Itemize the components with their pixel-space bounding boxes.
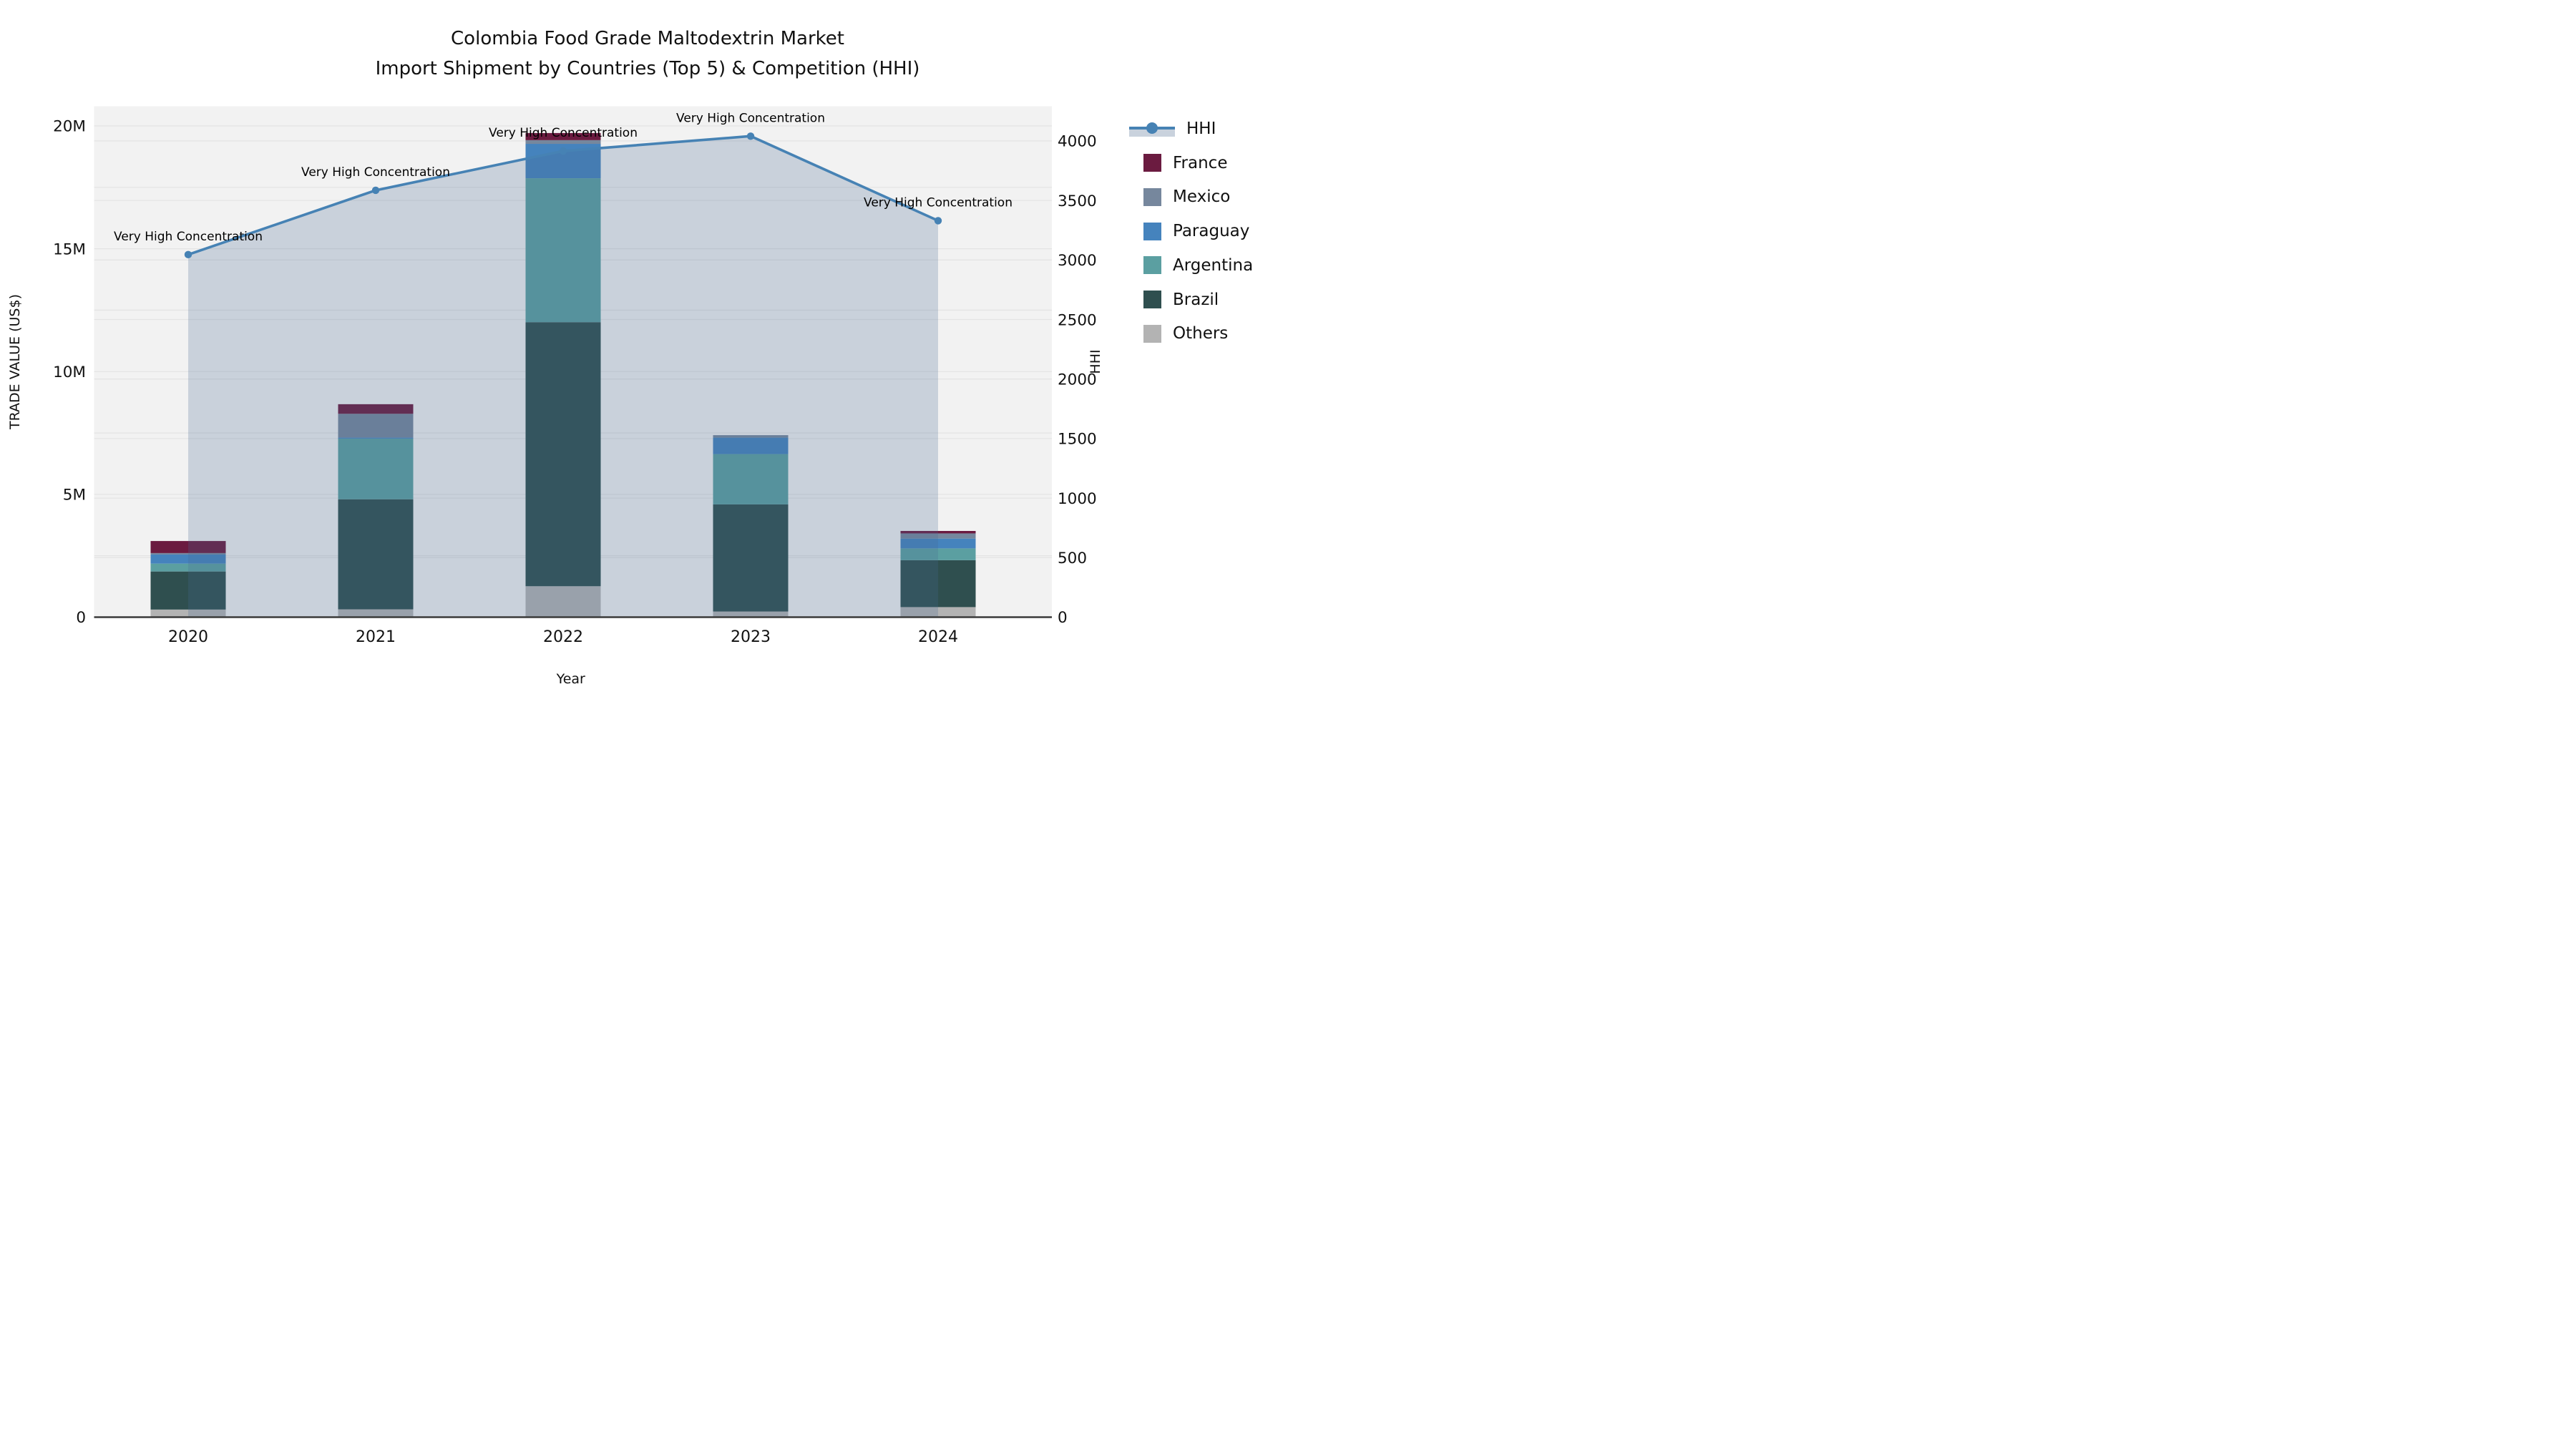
bar-segment-brazil-2020	[150, 571, 226, 610]
bar-segment-argentina-2021	[338, 438, 414, 499]
y-left-tick-label: 0	[76, 609, 86, 627]
bar-segment-paraguay-2021	[338, 437, 414, 439]
legend-item-france: France	[1129, 152, 1227, 174]
legend-color-swatch-icon	[1143, 154, 1161, 172]
hhi-marker-2024	[934, 217, 942, 225]
bar-segment-mexico-2024	[900, 533, 976, 539]
x-tick-label-2021: 2021	[356, 628, 396, 646]
bar-segment-france-2022	[525, 132, 601, 140]
legend-label: Brazil	[1173, 290, 1219, 309]
annotation-2022: Very High Concentration	[489, 126, 638, 140]
bar-segment-brazil-2022	[525, 322, 601, 587]
annotation-2021: Very High Concentration	[301, 165, 450, 180]
bar-segment-france-2024	[900, 531, 976, 534]
annotation-2023: Very High Concentration	[676, 111, 825, 125]
hhi-line-swatch-icon	[1129, 119, 1175, 138]
bar-segment-others-2020	[150, 609, 226, 618]
x-tick-label-2020: 2020	[168, 628, 208, 646]
legend-item-brazil: Brazil	[1129, 289, 1219, 311]
bar-segment-others-2023	[713, 611, 789, 618]
y-right-tick-label: 0	[1058, 609, 1068, 627]
bar-segment-others-2022	[525, 586, 601, 618]
bar-segment-france-2021	[338, 404, 414, 414]
y-right-tick-label: 2000	[1058, 371, 1097, 389]
legend-color-swatch-icon	[1143, 187, 1161, 206]
legend-item-paraguay: Paraguay	[1129, 220, 1249, 242]
x-axis-title: Year	[556, 671, 585, 687]
hhi-marker-2022	[559, 147, 567, 155]
chart-title: Colombia Food Grade Maltodextrin Market	[451, 28, 844, 49]
bar-segment-mexico-2021	[338, 414, 414, 438]
legend-label: Others	[1173, 324, 1229, 343]
hhi-marker-2021	[371, 186, 380, 195]
y-right-tick-label: 4000	[1058, 133, 1097, 151]
chart-title-block: Colombia Food Grade Maltodextrin Market …	[0, 27, 1288, 80]
bar-segment-argentina-2024	[900, 548, 976, 560]
y-left-tick-label: 20M	[53, 118, 86, 136]
y-right-tick-label: 3000	[1058, 252, 1097, 270]
bar-segment-mexico-2022	[525, 140, 601, 145]
legend-label: France	[1173, 153, 1228, 172]
legend-label: Paraguay	[1173, 222, 1250, 241]
legend-item-argentina: Argentina	[1129, 255, 1253, 276]
y-left-tick-label: 15M	[53, 240, 86, 258]
legend-label: Mexico	[1173, 187, 1231, 207]
legend-color-swatch-icon	[1143, 222, 1161, 240]
hhi-marker-2023	[746, 132, 755, 140]
y-left-tick-label: 5M	[63, 487, 86, 504]
bar-segment-mexico-2023	[713, 435, 789, 438]
legend-item-hhi: HHI	[1129, 118, 1216, 140]
bar-segment-others-2024	[900, 607, 976, 618]
y-right-tick-label: 3500	[1058, 192, 1097, 210]
y-left-tick-label: 10M	[53, 364, 86, 381]
chart-plot: 0 5M 10M 15M 20M 0 500 1000 1500 2000 2500 3000 3500…	[7, 106, 1103, 687]
y-left-axis-title: TRADE VALUE (US$)	[7, 294, 23, 430]
x-tick-label-2022: 2022	[543, 628, 583, 646]
bar-segment-france-2020	[150, 541, 226, 553]
legend-label: HHI	[1186, 119, 1216, 138]
y-right-tick-label: 1500	[1058, 431, 1097, 449]
bar-segment-mexico-2020	[150, 552, 226, 555]
y-right-tick-label: 1000	[1058, 490, 1097, 508]
bar-segment-argentina-2020	[150, 563, 226, 572]
legend-label: Argentina	[1173, 255, 1254, 275]
legend-color-swatch-icon	[1143, 256, 1161, 275]
bar-segment-argentina-2023	[713, 454, 789, 504]
legend-color-swatch-icon	[1143, 324, 1161, 343]
y-right-tick-label: 500	[1058, 550, 1087, 567]
legend-color-swatch-icon	[1143, 291, 1161, 308]
bar-segment-others-2021	[338, 609, 414, 618]
x-tick-label-2023: 2023	[731, 628, 771, 646]
figure: Colombia Food Grade Maltodextrin Market …	[0, 0, 1288, 724]
hhi-area-fill	[188, 136, 938, 618]
chart-subtitle: Import Shipment by Countries (Top 5) & C…	[375, 58, 920, 79]
x-tick-label-2024: 2024	[918, 628, 958, 646]
bar-segment-paraguay-2023	[713, 437, 789, 454]
y-right-axis-title: HHI	[1088, 349, 1103, 374]
legend-item-others: Others	[1129, 323, 1228, 344]
bar-segment-argentina-2022	[525, 178, 601, 323]
y-right-tick-label: 2500	[1058, 311, 1097, 329]
bar-segment-paraguay-2024	[900, 538, 976, 549]
annotation-2024: Very High Concentration	[864, 195, 1013, 210]
bar-segment-brazil-2023	[713, 504, 789, 612]
hhi-marker-2020	[184, 250, 192, 259]
bar-segment-brazil-2024	[900, 560, 976, 608]
annotation-2020: Very High Concentration	[114, 230, 263, 244]
bar-segment-paraguay-2020	[150, 554, 226, 564]
legend-item-mexico: Mexico	[1129, 186, 1230, 208]
bar-segment-brazil-2021	[338, 499, 414, 610]
